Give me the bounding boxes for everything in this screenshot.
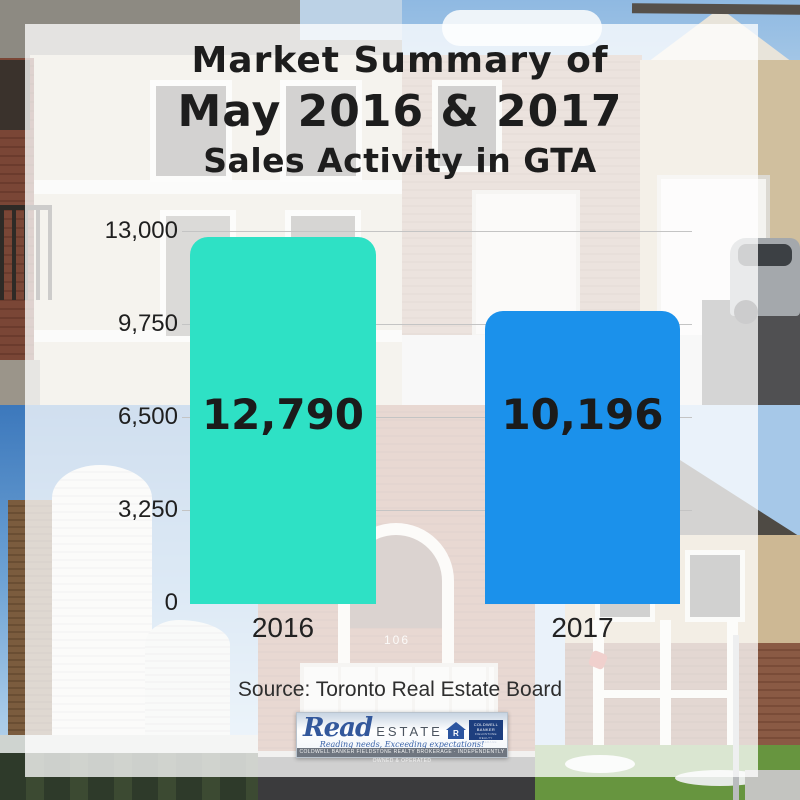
title-line-3: Sales Activity in GTA [203, 141, 597, 180]
badge-subtext: FIELDSTONE REALTY BROKERAGE [475, 732, 497, 744]
bar-2016 [190, 237, 376, 604]
page-title: Market Summary of May 2016 & 2017 Sales … [0, 36, 800, 184]
y-axis-tick-6500: 6,500 [117, 403, 178, 430]
logo-brand-rest: ESTATE [376, 723, 443, 739]
logo-tagline: Reading needs, Exceeding expectations! [319, 740, 485, 749]
badge-line-2: BANKER [476, 727, 496, 732]
bar-value-2017: 10,196 [501, 390, 664, 439]
gridline-9750 [182, 324, 692, 325]
gridline-6500 [182, 417, 692, 418]
logo-footer-text: COLDWELL BANKER FIELDSTONE REALTY BROKER… [297, 748, 507, 764]
x-axis-label-2017: 2017 [551, 612, 614, 643]
gridline-13000 [182, 231, 692, 232]
x-axis-label-2016: 2016 [251, 612, 315, 643]
badge-line-1: COLDWELL [473, 722, 499, 727]
source-note: Source: Toronto Real Estate Board [237, 678, 563, 701]
gridline-3250 [182, 510, 692, 511]
house-r-icon: R [445, 721, 466, 739]
title-line-1: Market Summary of [191, 40, 609, 81]
y-axis-tick-3250: 3,250 [117, 496, 178, 523]
house-roof-icon [445, 721, 466, 730]
y-axis-tick-13000: 13,000 [104, 217, 178, 244]
bar-value-2016: 12,790 [201, 390, 365, 439]
house-body-icon: R [447, 728, 464, 739]
brokerage-logo: Read ESTATE R COLDWELL BANKER FIELDSTONE… [296, 712, 508, 764]
title-line-2: May 2016 & 2017 [177, 86, 623, 137]
y-axis-tick-0: 0 [164, 589, 178, 616]
y-axis-tick-9750: 9,750 [117, 310, 178, 337]
bar-2017 [485, 311, 680, 604]
coldwell-banker-badge: COLDWELL BANKER FIELDSTONE REALTY BROKER… [468, 720, 503, 744]
logo-main-row: Read ESTATE R COLDWELL BANKER FIELDSTONE… [297, 713, 507, 744]
logo-brand-script: Read [303, 713, 373, 743]
